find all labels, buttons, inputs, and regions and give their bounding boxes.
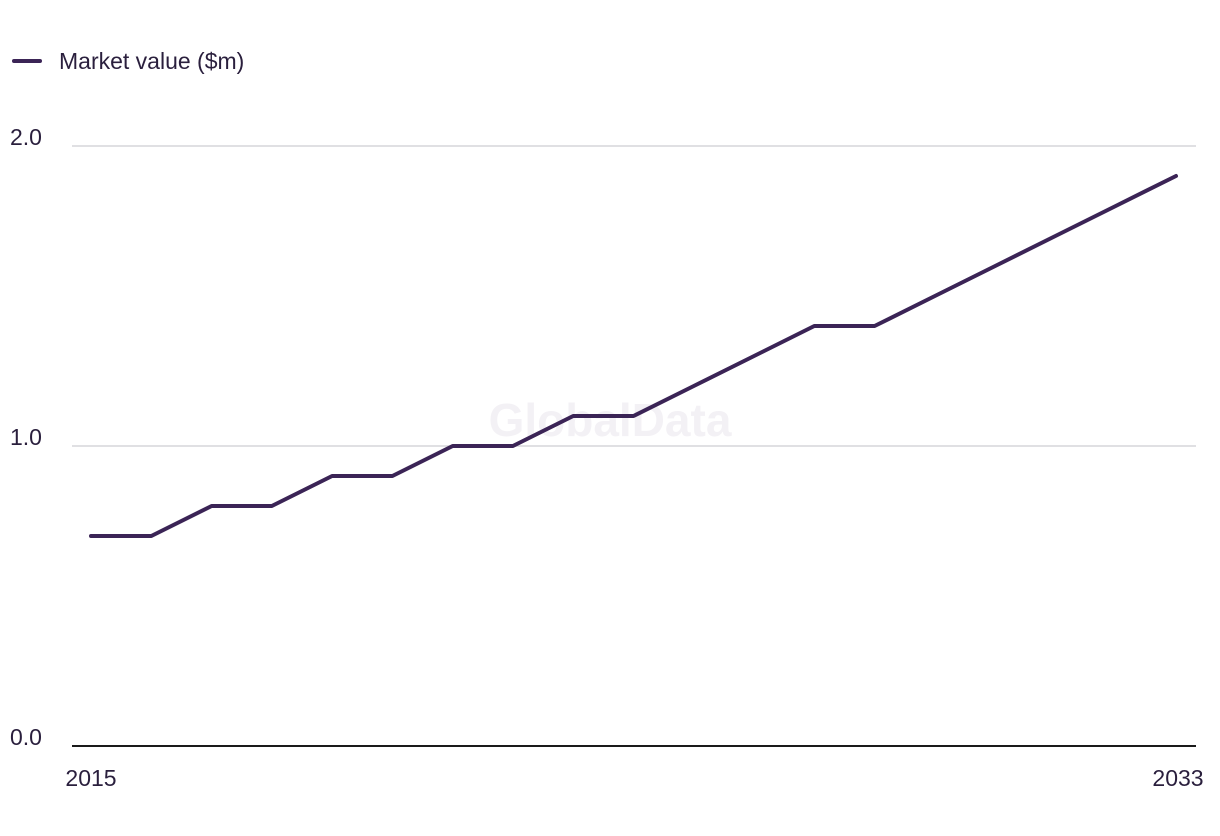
- series-line: [89, 174, 1178, 538]
- gridlines: [72, 145, 1196, 447]
- y-tick-label: 1.0: [10, 424, 42, 450]
- y-tick-label: 0.0: [10, 724, 42, 750]
- x-tick-label: 2033: [1152, 765, 1203, 791]
- legend-label: Market value ($m): [59, 47, 245, 74]
- x-tick-label: 2015: [65, 765, 116, 791]
- x-tick-labels: 2015 2033: [65, 765, 1203, 791]
- y-tick-labels: 0.0 1.0 2.0: [10, 124, 42, 750]
- legend: Market value ($m): [12, 46, 244, 76]
- legend-swatch: [12, 59, 42, 63]
- y-tick-label: 2.0: [10, 124, 42, 150]
